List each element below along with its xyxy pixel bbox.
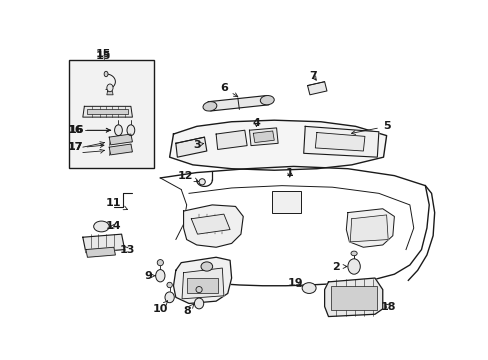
- Ellipse shape: [201, 262, 212, 271]
- Ellipse shape: [164, 292, 174, 303]
- Polygon shape: [176, 137, 206, 157]
- Text: 18: 18: [380, 302, 395, 311]
- Text: 16: 16: [69, 125, 84, 135]
- Polygon shape: [169, 120, 386, 170]
- Ellipse shape: [166, 282, 172, 288]
- Polygon shape: [216, 130, 246, 149]
- Ellipse shape: [350, 251, 356, 256]
- Text: 5: 5: [351, 121, 389, 135]
- Polygon shape: [182, 268, 224, 299]
- Text: 17: 17: [67, 142, 82, 152]
- Ellipse shape: [347, 259, 360, 274]
- Ellipse shape: [157, 260, 163, 266]
- Text: 3: 3: [193, 140, 203, 150]
- Polygon shape: [249, 128, 278, 145]
- Polygon shape: [253, 131, 274, 143]
- Polygon shape: [191, 214, 230, 234]
- Text: 13: 13: [119, 244, 134, 255]
- Text: 8: 8: [183, 304, 194, 316]
- Text: 2: 2: [332, 261, 346, 271]
- Bar: [330, 286, 377, 310]
- Text: 6: 6: [220, 83, 237, 96]
- Text: 12: 12: [177, 171, 198, 182]
- Polygon shape: [82, 234, 124, 253]
- Text: 9: 9: [144, 271, 155, 281]
- Ellipse shape: [302, 283, 315, 293]
- Ellipse shape: [114, 125, 122, 136]
- Text: 15: 15: [96, 49, 111, 59]
- Bar: [69, 60, 154, 168]
- Text: 11: 11: [106, 198, 127, 210]
- Ellipse shape: [127, 125, 135, 136]
- Polygon shape: [86, 247, 115, 257]
- Text: 1: 1: [285, 167, 293, 177]
- Ellipse shape: [203, 102, 216, 111]
- Ellipse shape: [260, 95, 274, 105]
- Text: 10: 10: [152, 301, 168, 314]
- Polygon shape: [315, 132, 364, 151]
- Ellipse shape: [199, 179, 205, 185]
- Ellipse shape: [155, 270, 164, 282]
- Text: 16: 16: [67, 125, 83, 135]
- Text: 17: 17: [67, 142, 82, 152]
- Polygon shape: [107, 91, 113, 95]
- Polygon shape: [349, 215, 387, 242]
- Polygon shape: [307, 82, 326, 95]
- Text: 4: 4: [252, 117, 260, 127]
- Ellipse shape: [194, 298, 203, 309]
- Polygon shape: [173, 257, 231, 303]
- Text: 15: 15: [96, 51, 111, 61]
- Bar: [87, 109, 127, 114]
- Ellipse shape: [94, 221, 109, 232]
- Ellipse shape: [196, 287, 202, 293]
- Polygon shape: [346, 209, 393, 247]
- Ellipse shape: [107, 84, 113, 92]
- Polygon shape: [208, 95, 268, 111]
- Polygon shape: [303, 126, 378, 157]
- Ellipse shape: [104, 71, 108, 77]
- Bar: [271, 191, 301, 213]
- Polygon shape: [324, 278, 382, 316]
- Text: 19: 19: [287, 278, 303, 288]
- Polygon shape: [183, 205, 243, 247]
- Bar: [186, 278, 217, 293]
- Text: 14: 14: [106, 221, 122, 231]
- Polygon shape: [82, 106, 132, 117]
- Polygon shape: [109, 144, 132, 155]
- Polygon shape: [109, 134, 132, 145]
- Text: 7: 7: [308, 71, 316, 81]
